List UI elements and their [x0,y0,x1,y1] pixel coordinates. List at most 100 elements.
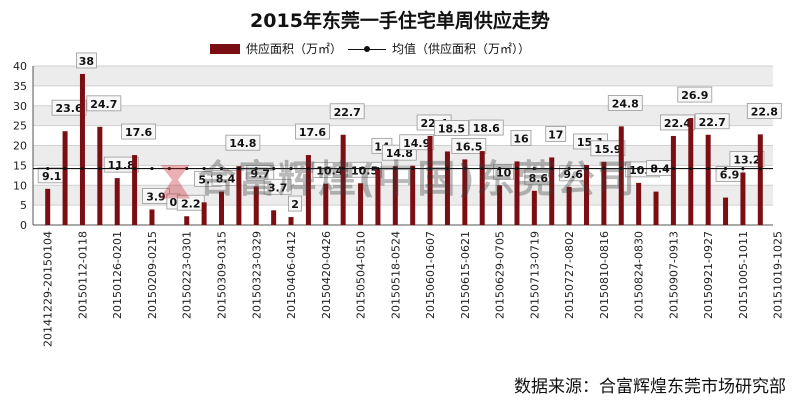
data-label-box [694,113,730,130]
data-label-box [76,52,97,69]
y-tick-label: 15 [13,159,27,172]
data-label: 13.2 [733,154,760,167]
average-marker [341,166,345,171]
x-tick-label: 20150518-0524 [389,231,402,319]
data-label-box [729,151,765,167]
average-marker [358,166,363,171]
data-label: 16.5 [455,140,482,153]
bar [444,151,450,225]
data-label-box [295,123,330,140]
bar [757,134,763,225]
data-label-box [246,165,275,181]
bar [132,155,138,225]
data-label-box [545,126,567,142]
bar [79,73,85,225]
y-tick-label: 40 [13,60,27,73]
data-label: 24.7 [90,98,117,111]
average-marker [619,166,623,171]
data-label-box [451,138,487,154]
average-marker [150,166,154,171]
bar [688,118,694,225]
data-label: 11.8 [108,159,135,172]
data-label: 18.5 [438,122,465,135]
bar [271,210,277,225]
average-marker [237,166,241,171]
y-tick-label: 0 [20,219,27,232]
x-tick-label: 20150406-0412 [285,231,298,319]
bar [636,182,642,225]
data-label: 26.9 [681,89,708,102]
bar [253,186,259,225]
average-marker [602,166,606,171]
x-tick-label: 20150921-0927 [702,231,715,319]
bar [618,126,624,225]
legend-label-supply: 供应面积（万㎡） [246,42,343,56]
x-tick-label: 20150713-0719 [528,231,541,319]
data-label: 14.8 [229,137,256,150]
average-marker [689,166,693,171]
y-tick-label: 25 [13,120,27,133]
average-marker [289,166,293,171]
data-label: 6.9 [720,169,740,182]
y-tick-label: 5 [20,199,27,212]
bar [410,165,416,225]
data-label: 0 [170,196,178,209]
data-label: 3.7 [268,181,288,194]
average-marker [723,166,728,171]
average-marker [445,166,450,171]
average-marker [219,166,224,171]
data-label-box [225,134,261,151]
bar [340,134,346,225]
bar [62,131,68,225]
bar [462,159,468,225]
data-label-box [607,95,643,111]
data-label-box [399,134,435,151]
data-label: 17 [548,128,563,141]
bar [549,157,555,225]
data-label-box [263,178,292,195]
average-marker [741,166,745,171]
average-marker [532,166,536,171]
y-tick-label: 20 [13,140,27,153]
data-label-box [121,123,156,140]
average-marker [393,166,397,171]
data-label-box [510,129,532,146]
data-label: 18.6 [473,122,500,135]
average-marker [463,166,467,171]
watermark: 合富辉煌(中国)东莞公司 [160,148,637,203]
average-marker [671,166,676,171]
bar [723,197,729,225]
legend: 供应面积（万㎡） 均值（供应面积（万㎡）） [210,40,530,57]
average-marker [584,166,589,171]
average-marker [80,166,85,171]
y-tick-label: 10 [13,179,27,192]
watermark-text: 合富辉煌(中国)东莞公司 [198,157,637,201]
company-logo-icon [160,164,190,199]
average-marker [272,166,276,171]
bar [740,172,746,225]
bar [358,183,364,225]
bar [514,161,520,225]
average-marker [497,166,502,171]
data-label: 24.8 [612,97,639,110]
bar [427,135,433,225]
x-tick-label: 20150420-0426 [320,231,333,319]
bar [184,216,190,225]
legend-label-average: 均值（供应面积（万㎡）） [392,42,531,56]
grid-band [33,66,773,86]
bar [375,169,381,225]
data-label: 22.7 [699,116,726,129]
average-marker [654,166,658,171]
average-marker [480,166,484,171]
data-label: 3.9 [146,190,166,203]
bar [323,183,329,225]
data-label-box [468,119,504,136]
bar [531,190,537,225]
data-label-box [434,120,469,136]
data-source-note: 数据来源：合富辉煌东莞市场研究部 [514,377,786,397]
average-marker [46,166,50,171]
bar [584,164,589,225]
average-marker [254,166,258,171]
y-tick-label: 35 [13,80,27,93]
